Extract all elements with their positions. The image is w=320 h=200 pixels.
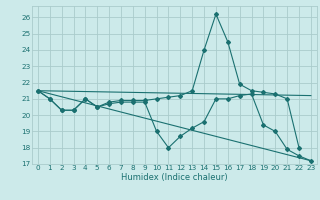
X-axis label: Humidex (Indice chaleur): Humidex (Indice chaleur) — [121, 173, 228, 182]
